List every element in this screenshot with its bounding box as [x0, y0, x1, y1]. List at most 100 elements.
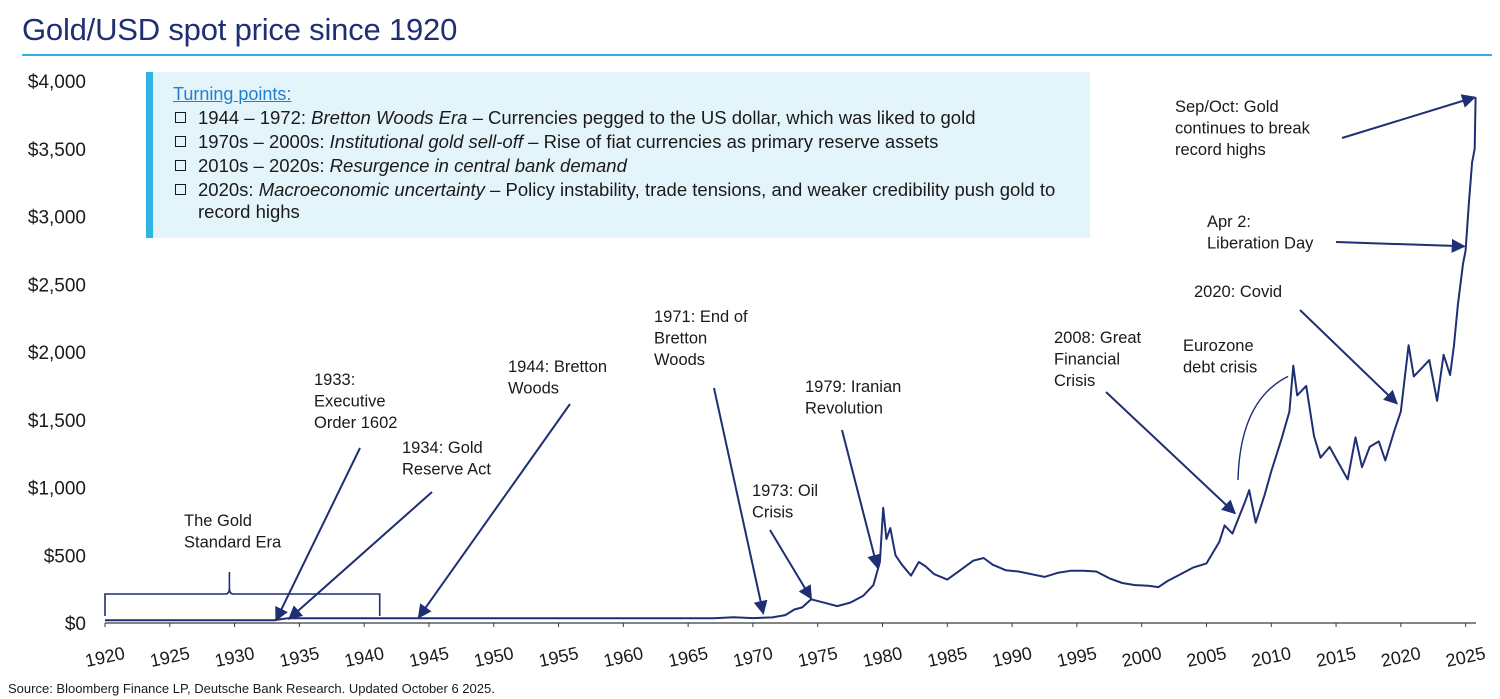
x-tick-label: 1995: [1055, 643, 1098, 671]
annotation-arrow: [1299, 309, 1398, 405]
annotation-line: 1944: Bretton: [508, 358, 607, 376]
annotation-arrow: [1105, 391, 1236, 515]
turning-points-box: Turning points: 1944 – 1972: Bretton Woo…: [146, 72, 1090, 238]
annotation-label: 2020: Covid: [1194, 283, 1282, 301]
annotation-line: record highs: [1175, 141, 1266, 159]
annotation-arrow: [275, 447, 361, 622]
x-tick-label: 2015: [1314, 643, 1357, 671]
annotation-line: Revolution: [805, 400, 883, 418]
annotation-line: 1973: Oil: [752, 482, 818, 500]
bracket-shape: [104, 572, 381, 616]
turning-point-segment: 1944 – 1972:: [198, 107, 312, 128]
x-tick-label: 2025: [1444, 643, 1487, 671]
annotation-label: Eurozone debt crisis: [1183, 337, 1257, 377]
annotation-line: Financial: [1054, 351, 1120, 369]
annotation-arrow: [713, 387, 768, 615]
x-tick-label: 2020: [1379, 643, 1422, 671]
x-tick-label: 1935: [278, 643, 321, 671]
annotation-arrow: [841, 429, 881, 569]
x-tick-label: 1925: [148, 643, 191, 671]
y-tick-label: $500: [44, 546, 86, 567]
turning-point-item: 1970s – 2000s: Institutional gold sell-o…: [173, 131, 1090, 153]
turning-point-item: 2010s – 2020s: Resurgence in central ban…: [173, 155, 1090, 177]
annotation-arrow: [1335, 238, 1466, 253]
turning-point-segment: 2020s:: [198, 179, 259, 200]
turning-point-text: 2010s – 2020s: Resurgence in central ban…: [198, 155, 627, 177]
annotation-line: The Gold: [184, 512, 252, 530]
turning-point-segment: – Currencies pegged to the US dollar, wh…: [467, 107, 976, 128]
x-tick-label: 1990: [990, 643, 1033, 671]
annotation-arrow: [287, 491, 433, 620]
annotation-line: Woods: [654, 351, 705, 369]
checkbox-bullet-icon: [175, 160, 186, 171]
annotation-label: 1934: Gold Reserve Act: [402, 439, 491, 479]
annotation-label: Sep/Oct: Gold continues to break record hi…: [1175, 98, 1311, 159]
x-axis: 1920 1925 1930 1935 1940 1945 1950 1955 1960 1965…: [83, 622, 1487, 671]
x-tick-label: 1920: [83, 643, 126, 671]
y-tick-label: $2,000: [28, 343, 86, 364]
turning-point-segment: – Rise of fiat currencies as primary res…: [523, 131, 939, 152]
annotation-line: Apr 2:: [1207, 213, 1251, 231]
turning-point-item: 2020s: Macroeconomic uncertainty – Polic…: [173, 179, 1090, 223]
annotation-line: debt crisis: [1183, 359, 1257, 377]
x-tick-label: 1930: [213, 643, 256, 671]
turning-point-text: 2020s: Macroeconomic uncertainty – Polic…: [198, 179, 1090, 223]
gold-standard-bracket: [104, 572, 381, 616]
annotation-line: 1934: Gold: [402, 439, 483, 457]
annotation-label: Apr 2: Liberation Day: [1207, 213, 1314, 253]
turning-point-text: 1944 – 1972: Bretton Woods Era – Currenc…: [198, 107, 975, 129]
checkbox-bullet-icon: [175, 136, 186, 147]
turning-points-heading: Turning points:: [173, 84, 292, 104]
turning-point-emphasis: Bretton Woods Era: [311, 107, 468, 128]
x-tick-label: 2010: [1250, 643, 1293, 671]
turning-point-text: 1970s – 2000s: Institutional gold sell-o…: [198, 131, 938, 153]
x-tick-label: 1960: [602, 643, 645, 671]
x-tick-label: 1955: [537, 643, 580, 671]
annotation-line: Reserve Act: [402, 461, 491, 479]
annotation-label: 1971: End of Bretton Woods: [654, 308, 748, 369]
annotation-curve: [1237, 375, 1289, 481]
title-rule: [22, 54, 1492, 56]
annotation-label: 1979: Iranian Revolution: [805, 378, 901, 418]
annotation-arrow: [1341, 94, 1477, 139]
turning-point-segment: 1970s – 2000s:: [198, 131, 330, 152]
y-tick-label: $3,000: [28, 208, 86, 229]
y-tick-label: $1,000: [28, 479, 86, 500]
checkbox-bullet-icon: [175, 184, 186, 195]
annotation-line: Crisis: [752, 504, 793, 522]
y-tick-label: $3,500: [28, 140, 86, 161]
annotation-line: Eurozone: [1183, 337, 1254, 355]
x-tick-label: 1975: [796, 643, 839, 671]
x-tick-label: 1945: [407, 643, 450, 671]
y-tick-label: $2,500: [28, 275, 86, 296]
annotation-label: The Gold Standard Era: [184, 512, 282, 552]
turning-point-item: 1944 – 1972: Bretton Woods Era – Currenc…: [173, 107, 1090, 129]
annotation-line: 1971: End of: [654, 308, 748, 326]
x-tick-label: 1985: [926, 643, 969, 671]
turning-point-segment: – Policy instability, trade tensions, an…: [198, 179, 1056, 222]
annotation-line: continues to break: [1175, 120, 1311, 138]
annotation-line: Executive: [314, 393, 386, 411]
annotation-line: Order 1602: [314, 414, 397, 432]
annotation-line: 2020: Covid: [1194, 283, 1282, 301]
annotation-line: 1933:: [314, 371, 355, 389]
page-title: Gold/USD spot price since 1920: [22, 12, 458, 47]
turning-point-emphasis: Institutional gold sell-off: [329, 131, 524, 152]
x-tick-label: 1965: [666, 643, 709, 671]
annotation-arrow: [769, 529, 813, 600]
annotation-line: 2008: Great: [1054, 329, 1142, 347]
turning-point-emphasis: Macroeconomic uncertainty: [258, 179, 485, 200]
y-axis: $0 $500 $1,000 $1,500 $2,000 $2,500 $3,000 $3,5…: [28, 72, 86, 635]
turning-point-emphasis: Resurgence in central bank demand: [329, 155, 627, 176]
turning-point-segment: 2010s – 2020s:: [198, 155, 330, 176]
gold-price-line: [105, 97, 1477, 622]
annotation-label: 1973: Oil Crisis: [752, 482, 818, 522]
x-tick-label: 1940: [343, 643, 386, 671]
annotation-label: 1944: Bretton Woods: [508, 358, 607, 398]
annotation-label: 2008: Great Financial Crisis: [1054, 329, 1142, 390]
x-tick-label: 1970: [731, 643, 774, 671]
y-tick-label: $0: [65, 614, 86, 635]
x-tick-label: 1950: [472, 643, 515, 671]
annotation-line: Liberation Day: [1207, 235, 1314, 253]
